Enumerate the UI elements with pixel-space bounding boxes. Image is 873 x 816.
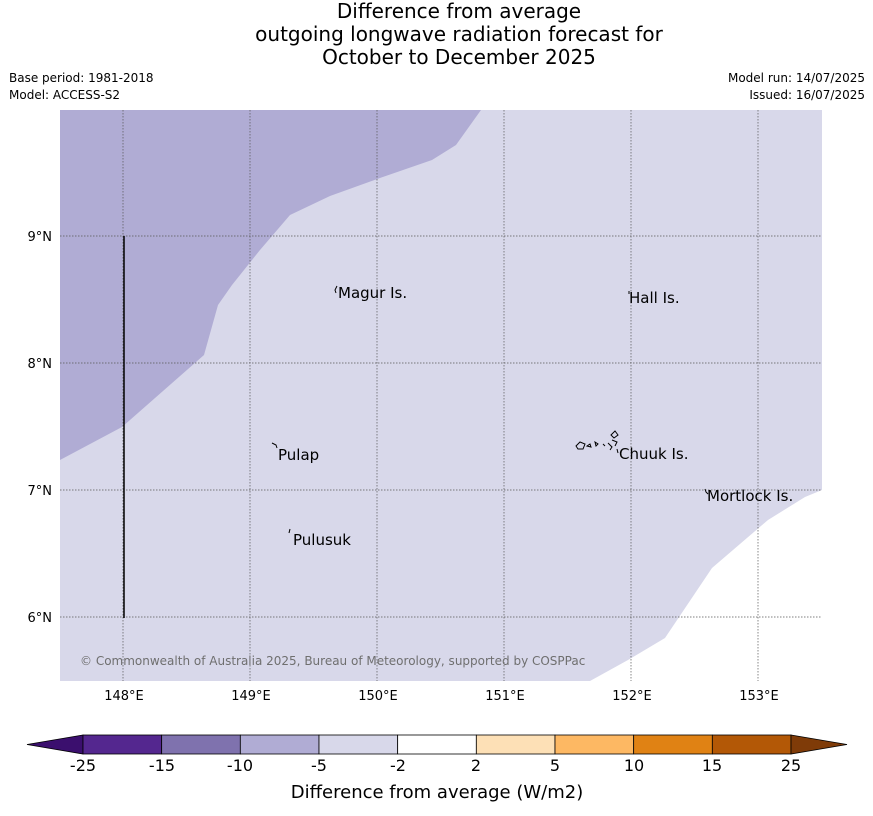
lon-tick-149: 149°E <box>231 689 271 704</box>
pulap-island-outline <box>271 442 278 449</box>
colorbar-segment <box>633 734 713 755</box>
place-label-hall: Hall Is. <box>629 289 680 307</box>
colorbar-segment <box>239 734 320 755</box>
lon-tick-153: 153°E <box>739 689 779 704</box>
info-right: Model run: 14/07/2025 Issued: 16/07/2025 <box>728 70 865 104</box>
colorbar-segment <box>711 734 792 755</box>
colorbar-segment <box>475 734 556 755</box>
anomaly-region-minus-2-to-2 <box>590 490 822 681</box>
place-label-mortlock: Mortlock Is. <box>707 487 793 505</box>
place-label-pulap: Pulap <box>278 446 319 464</box>
colorbar-label: 5 <box>550 756 560 775</box>
mortlock-island-outline <box>704 488 709 495</box>
map-title: Difference from average outgoing longwav… <box>0 0 873 69</box>
colorbar-segment <box>397 734 477 755</box>
issued-text: Issued: 16/07/2025 <box>749 88 865 102</box>
colorbar-label: 2 <box>471 756 481 775</box>
islands <box>271 285 709 534</box>
colorbar-tick-labels: -25 -15 -10 -5 -2 2 5 10 15 25 <box>70 756 801 775</box>
colorbar-label: -2 <box>390 756 406 775</box>
anomaly-region-minus-10-to-minus-5 <box>60 110 481 460</box>
lon-tick-150: 150°E <box>358 689 398 704</box>
colorbar-label: -25 <box>70 756 96 775</box>
base-period-text: Base period: 1981-2018 <box>9 71 154 85</box>
graticule <box>60 110 822 681</box>
lat-tick-6: 6°N <box>28 611 53 626</box>
title-line-2: outgoing longwave radiation forecast for <box>255 22 663 46</box>
latitude-ticks: 9°N 8°N 7°N 6°N <box>28 230 53 626</box>
place-label-pulusuk: Pulusuk <box>293 531 351 549</box>
info-left: Base period: 1981-2018 Model: ACCESS-S2 <box>9 70 154 104</box>
colorbar-title: Difference from average (W/m2) <box>291 782 583 803</box>
lat-tick-9: 9°N <box>28 230 53 245</box>
lon-tick-151: 151°E <box>485 689 525 704</box>
model-run-text: Model run: 14/07/2025 <box>727 71 865 85</box>
lat-tick-8: 8°N <box>28 357 53 372</box>
colorbar-segment <box>318 734 399 755</box>
colorbar-segment <box>161 734 241 755</box>
lat-tick-7: 7°N <box>28 484 53 499</box>
chuuk-lagoon-outline <box>575 430 619 454</box>
title-line-3: October to December 2025 <box>322 45 596 69</box>
copyright-text: © Commonwealth of Australia 2025, Bureau… <box>80 654 585 668</box>
colorbar-arrow-low <box>26 734 84 755</box>
lon-tick-148: 148°E <box>104 689 144 704</box>
lon-tick-152: 152°E <box>612 689 652 704</box>
colorbar-label: 10 <box>624 756 644 775</box>
pulusuk-island-outline <box>288 528 291 534</box>
colorbar-segment <box>554 734 635 755</box>
magur-island-outline <box>334 285 338 294</box>
place-label-chuuk: Chuuk Is. <box>619 445 688 463</box>
colorbar-label: -5 <box>311 756 327 775</box>
model-text: Model: ACCESS-S2 <box>9 88 121 102</box>
longitude-ticks: 148°E 149°E 150°E 151°E 152°E 153°E <box>104 689 779 704</box>
colorbar-arrow-high <box>790 734 848 755</box>
colorbar-label: 15 <box>702 756 722 775</box>
colorbar-label: 25 <box>781 756 801 775</box>
colorbar-label: -10 <box>227 756 253 775</box>
colorbar <box>26 734 848 755</box>
colorbar-segment <box>82 734 163 755</box>
place-labels: Magur Is. Hall Is. Pulap Chuuk Is. Mortl… <box>278 284 793 549</box>
place-label-magur: Magur Is. <box>338 284 407 302</box>
title-line-1: Difference from average <box>336 0 582 23</box>
colorbar-label: -15 <box>149 756 175 775</box>
